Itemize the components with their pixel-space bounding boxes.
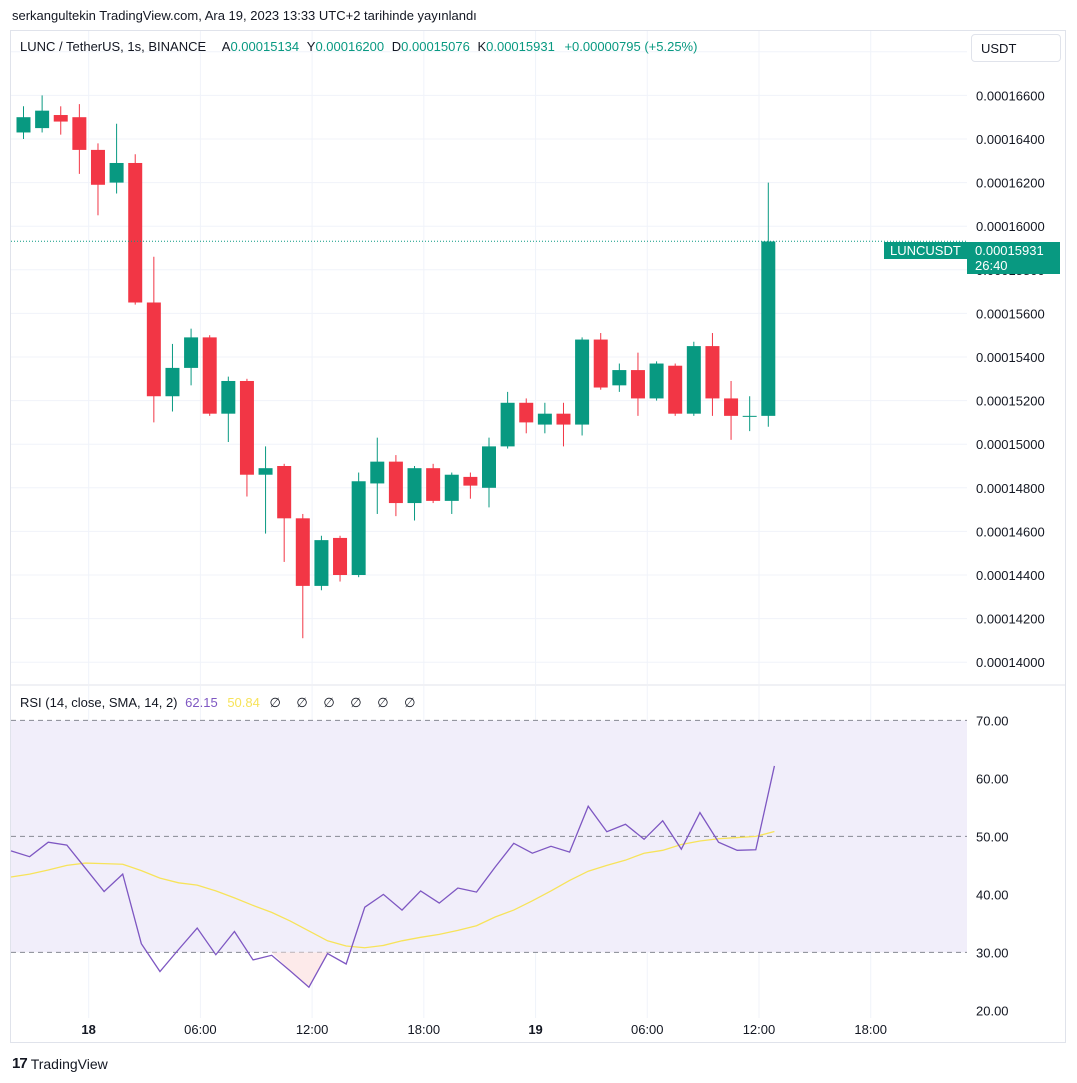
rsi-value: 62.15 — [185, 695, 218, 710]
candle-body — [407, 468, 422, 504]
rsi-axis-label: 30.00 — [976, 945, 1009, 960]
publication-caption: serkangultekin TradingView.com, Ara 19, … — [12, 8, 477, 23]
candle-body — [333, 537, 348, 575]
candle-body — [128, 162, 143, 303]
candle-body — [388, 461, 403, 504]
candle-body — [463, 476, 478, 486]
candle-body — [612, 370, 627, 386]
price-axis-label: 0.00015400 — [976, 350, 1045, 365]
chart-frame — [10, 30, 1066, 1043]
bar-countdown: 26:40 — [975, 258, 1008, 273]
price-axis-label: 0.00016400 — [976, 132, 1045, 147]
time-axis-label: 12:00 — [743, 1022, 776, 1037]
price-axis-label: 0.00015000 — [976, 437, 1045, 452]
candle-body — [426, 468, 441, 501]
candle-body — [90, 149, 105, 185]
rsi-na-values: ∅ ∅ ∅ ∅ ∅ ∅ — [269, 695, 422, 710]
rsi-axis-label: 50.00 — [976, 829, 1009, 844]
last-price-box: 0.00015931 26:40 — [967, 242, 1060, 274]
open-value: 0.00015134 — [230, 39, 300, 54]
close-key: K — [477, 39, 487, 54]
rsi-axis-label: 40.00 — [976, 887, 1009, 902]
symbol-title[interactable]: LUNC / TetherUS, 1s, BINANCE — [20, 39, 207, 54]
time-axis-label: 19 — [528, 1022, 542, 1037]
high-key: Y — [306, 39, 316, 54]
candle-body — [314, 540, 329, 586]
rsi-sma-value: 50.84 — [227, 695, 260, 710]
candle-body — [16, 117, 31, 133]
currency-button[interactable]: USDT — [971, 34, 1061, 62]
candle-body — [184, 337, 199, 368]
last-price-value: 0.00015931 — [975, 243, 1044, 258]
candle-body — [53, 115, 68, 122]
rsi-oversold-fill — [271, 952, 330, 988]
symbol-price-tag: LUNCUSDT — [884, 242, 967, 259]
brand-name: TradingView — [30, 1055, 108, 1072]
candle-body — [724, 398, 739, 416]
candle-body — [761, 241, 776, 416]
candle-body — [258, 468, 273, 475]
candle-body — [370, 461, 385, 484]
price-axis-label: 0.00014400 — [976, 568, 1045, 583]
candle-body — [351, 481, 366, 575]
candle-body — [482, 446, 496, 488]
rsi-axis-label: 70.00 — [976, 713, 1009, 728]
tradingview-brand[interactable]: 17 TradingView — [12, 1055, 108, 1072]
change-value: +0.00000795 (+5.25%) — [564, 39, 698, 54]
low-key: D — [391, 39, 402, 54]
candle-body — [705, 346, 720, 399]
price-axis-label: 0.00015200 — [976, 394, 1045, 409]
candle-body — [668, 365, 683, 414]
candle-body — [72, 117, 87, 150]
candle-body — [500, 402, 515, 447]
candle-body — [146, 302, 161, 397]
close-value: 0.00015931 — [486, 39, 555, 54]
rsi-legend: RSI (14, close, SMA, 14, 2) 62.15 50.84 … — [20, 695, 422, 711]
time-axis-label: 18:00 — [408, 1022, 441, 1037]
price-axis-label: 0.00016600 — [976, 88, 1045, 103]
candle-body — [686, 346, 701, 414]
time-axis-label: 06:00 — [184, 1022, 217, 1037]
time-axis-label: 18 — [81, 1022, 95, 1037]
candle-body — [295, 518, 310, 586]
rsi-axis-label: 60.00 — [976, 771, 1009, 786]
time-axis-label: 18:00 — [854, 1022, 887, 1037]
candle-body — [165, 367, 180, 397]
price-axis-label: 0.00014000 — [976, 655, 1045, 670]
rsi-line — [10, 765, 776, 989]
low-value: 0.00015076 — [401, 39, 470, 54]
time-axis-label: 12:00 — [296, 1022, 329, 1037]
open-key: A — [221, 39, 231, 54]
candle-body — [630, 370, 645, 399]
candle-body — [742, 415, 757, 417]
candle-body — [593, 339, 608, 388]
rsi-sma-line — [10, 830, 775, 949]
candle-body — [444, 474, 459, 501]
high-value: 0.00016200 — [315, 39, 385, 54]
candle-body — [239, 380, 254, 475]
candle-body — [202, 337, 217, 414]
candle-body — [537, 413, 552, 425]
candle-body — [109, 162, 124, 183]
candle-body — [221, 380, 236, 414]
symbol-legend: LUNC / TetherUS, 1s, BINANCE A0.00015134… — [20, 39, 697, 54]
tradingview-logo-icon: 17 — [12, 1055, 28, 1072]
price-axis-label: 0.00016000 — [976, 219, 1045, 234]
price-axis-label: 0.00016200 — [976, 176, 1045, 191]
price-axis-label: 0.00014800 — [976, 481, 1045, 496]
candle-body — [649, 363, 664, 399]
rsi-axis-label: 20.00 — [976, 1003, 1009, 1018]
candle-body — [277, 466, 292, 519]
candle-body — [575, 339, 590, 425]
rsi-title[interactable]: RSI (14, close, SMA, 14, 2) — [20, 695, 178, 710]
price-axis-label: 0.00014600 — [976, 524, 1045, 539]
candle-body — [519, 402, 534, 423]
price-axis-label: 0.00015600 — [976, 306, 1045, 321]
time-axis-label: 06:00 — [631, 1022, 664, 1037]
candle-body — [556, 413, 571, 425]
candle-body — [35, 110, 50, 129]
price-axis-label: 0.00014200 — [976, 612, 1045, 627]
